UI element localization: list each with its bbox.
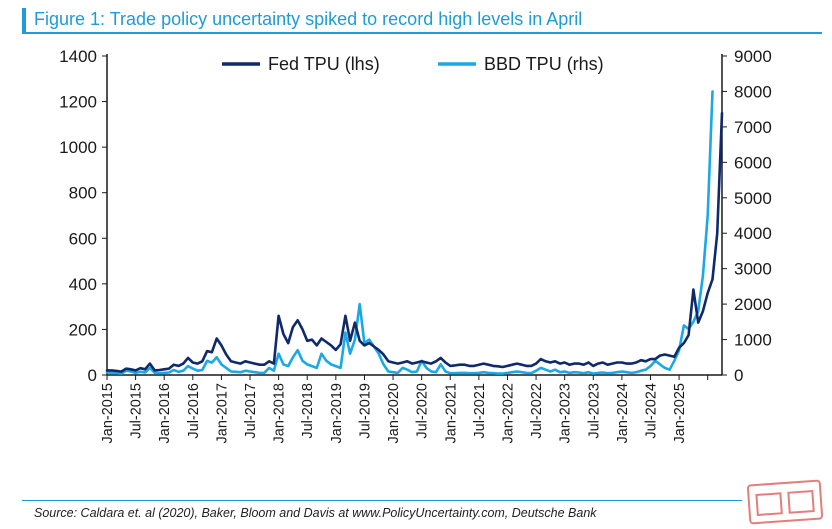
x-tick-label: Jul-2019 (357, 383, 373, 439)
x-tick-label: Jan-2016 (157, 383, 173, 443)
y-left-tick-label: 1200 (59, 93, 97, 112)
y-right-tick-label: 4000 (734, 224, 772, 243)
legend-fed-tpu-label: Fed TPU (lhs) (268, 54, 380, 74)
x-tick-label: Jan-2020 (386, 383, 402, 443)
x-tick-label: Jul-2022 (529, 383, 545, 439)
x-tick-label: Jan-2024 (615, 383, 631, 443)
y-right-tick-label: 9000 (734, 47, 772, 66)
y-right-tick-label: 5000 (734, 189, 772, 208)
x-tick-label: Jul-2017 (243, 383, 259, 439)
y-right-tick-label: 2000 (734, 295, 772, 314)
y-left-tick-label: 400 (69, 275, 97, 294)
x-tick-label: Jul-2016 (186, 383, 202, 439)
x-tick-label: Jan-2015 (100, 383, 116, 443)
y-left-tick-label: 0 (88, 366, 97, 385)
x-tick-label: Jul-2024 (643, 383, 659, 439)
watermark-stamp-icon (746, 479, 824, 525)
y-left-tick-label: 800 (69, 184, 97, 203)
y-left-tick-label: 200 (69, 320, 97, 339)
x-tick-label: Jan-2021 (443, 383, 459, 443)
source-note: Source: Caldara et. al (2020), Baker, Bl… (34, 506, 597, 520)
x-tick-label: Jan-2017 (214, 383, 230, 443)
x-tick-label: Jan-2019 (329, 383, 345, 443)
y-right-tick-label: 1000 (734, 331, 772, 350)
y-right-tick-label: 0 (734, 366, 743, 385)
x-tick-label: Jan-2025 (672, 383, 688, 443)
y-left-tick-label: 1000 (59, 138, 97, 157)
y-left-tick-label: 600 (69, 229, 97, 248)
x-tick-label: Jul-2020 (415, 383, 431, 439)
x-tick-label: Jul-2021 (472, 383, 488, 439)
y-right-tick-label: 7000 (734, 118, 772, 137)
y-right-tick-label: 8000 (734, 82, 772, 101)
x-tick-label: Jul-2023 (586, 383, 602, 439)
y-left-tick-label: 1400 (59, 47, 97, 66)
legend-bbd-tpu-label: BBD TPU (rhs) (484, 54, 604, 74)
figure-title-bar: Figure 1: Trade policy uncertainty spike… (22, 8, 822, 34)
figure-title: Figure 1: Trade policy uncertainty spike… (34, 9, 583, 29)
x-tick-label: Jan-2023 (558, 383, 574, 443)
y-right-tick-label: 3000 (734, 260, 772, 279)
x-tick-label: Jan-2022 (500, 383, 516, 443)
x-tick-label: Jan-2018 (272, 383, 288, 443)
x-tick-label: Jul-2018 (300, 383, 316, 439)
fed-tpu-series-line (105, 111, 724, 373)
y-right-tick-label: 6000 (734, 153, 772, 172)
source-divider (22, 500, 742, 501)
x-tick-label: Jul-2015 (129, 383, 145, 439)
bbd-tpu-series-line (105, 90, 714, 375)
